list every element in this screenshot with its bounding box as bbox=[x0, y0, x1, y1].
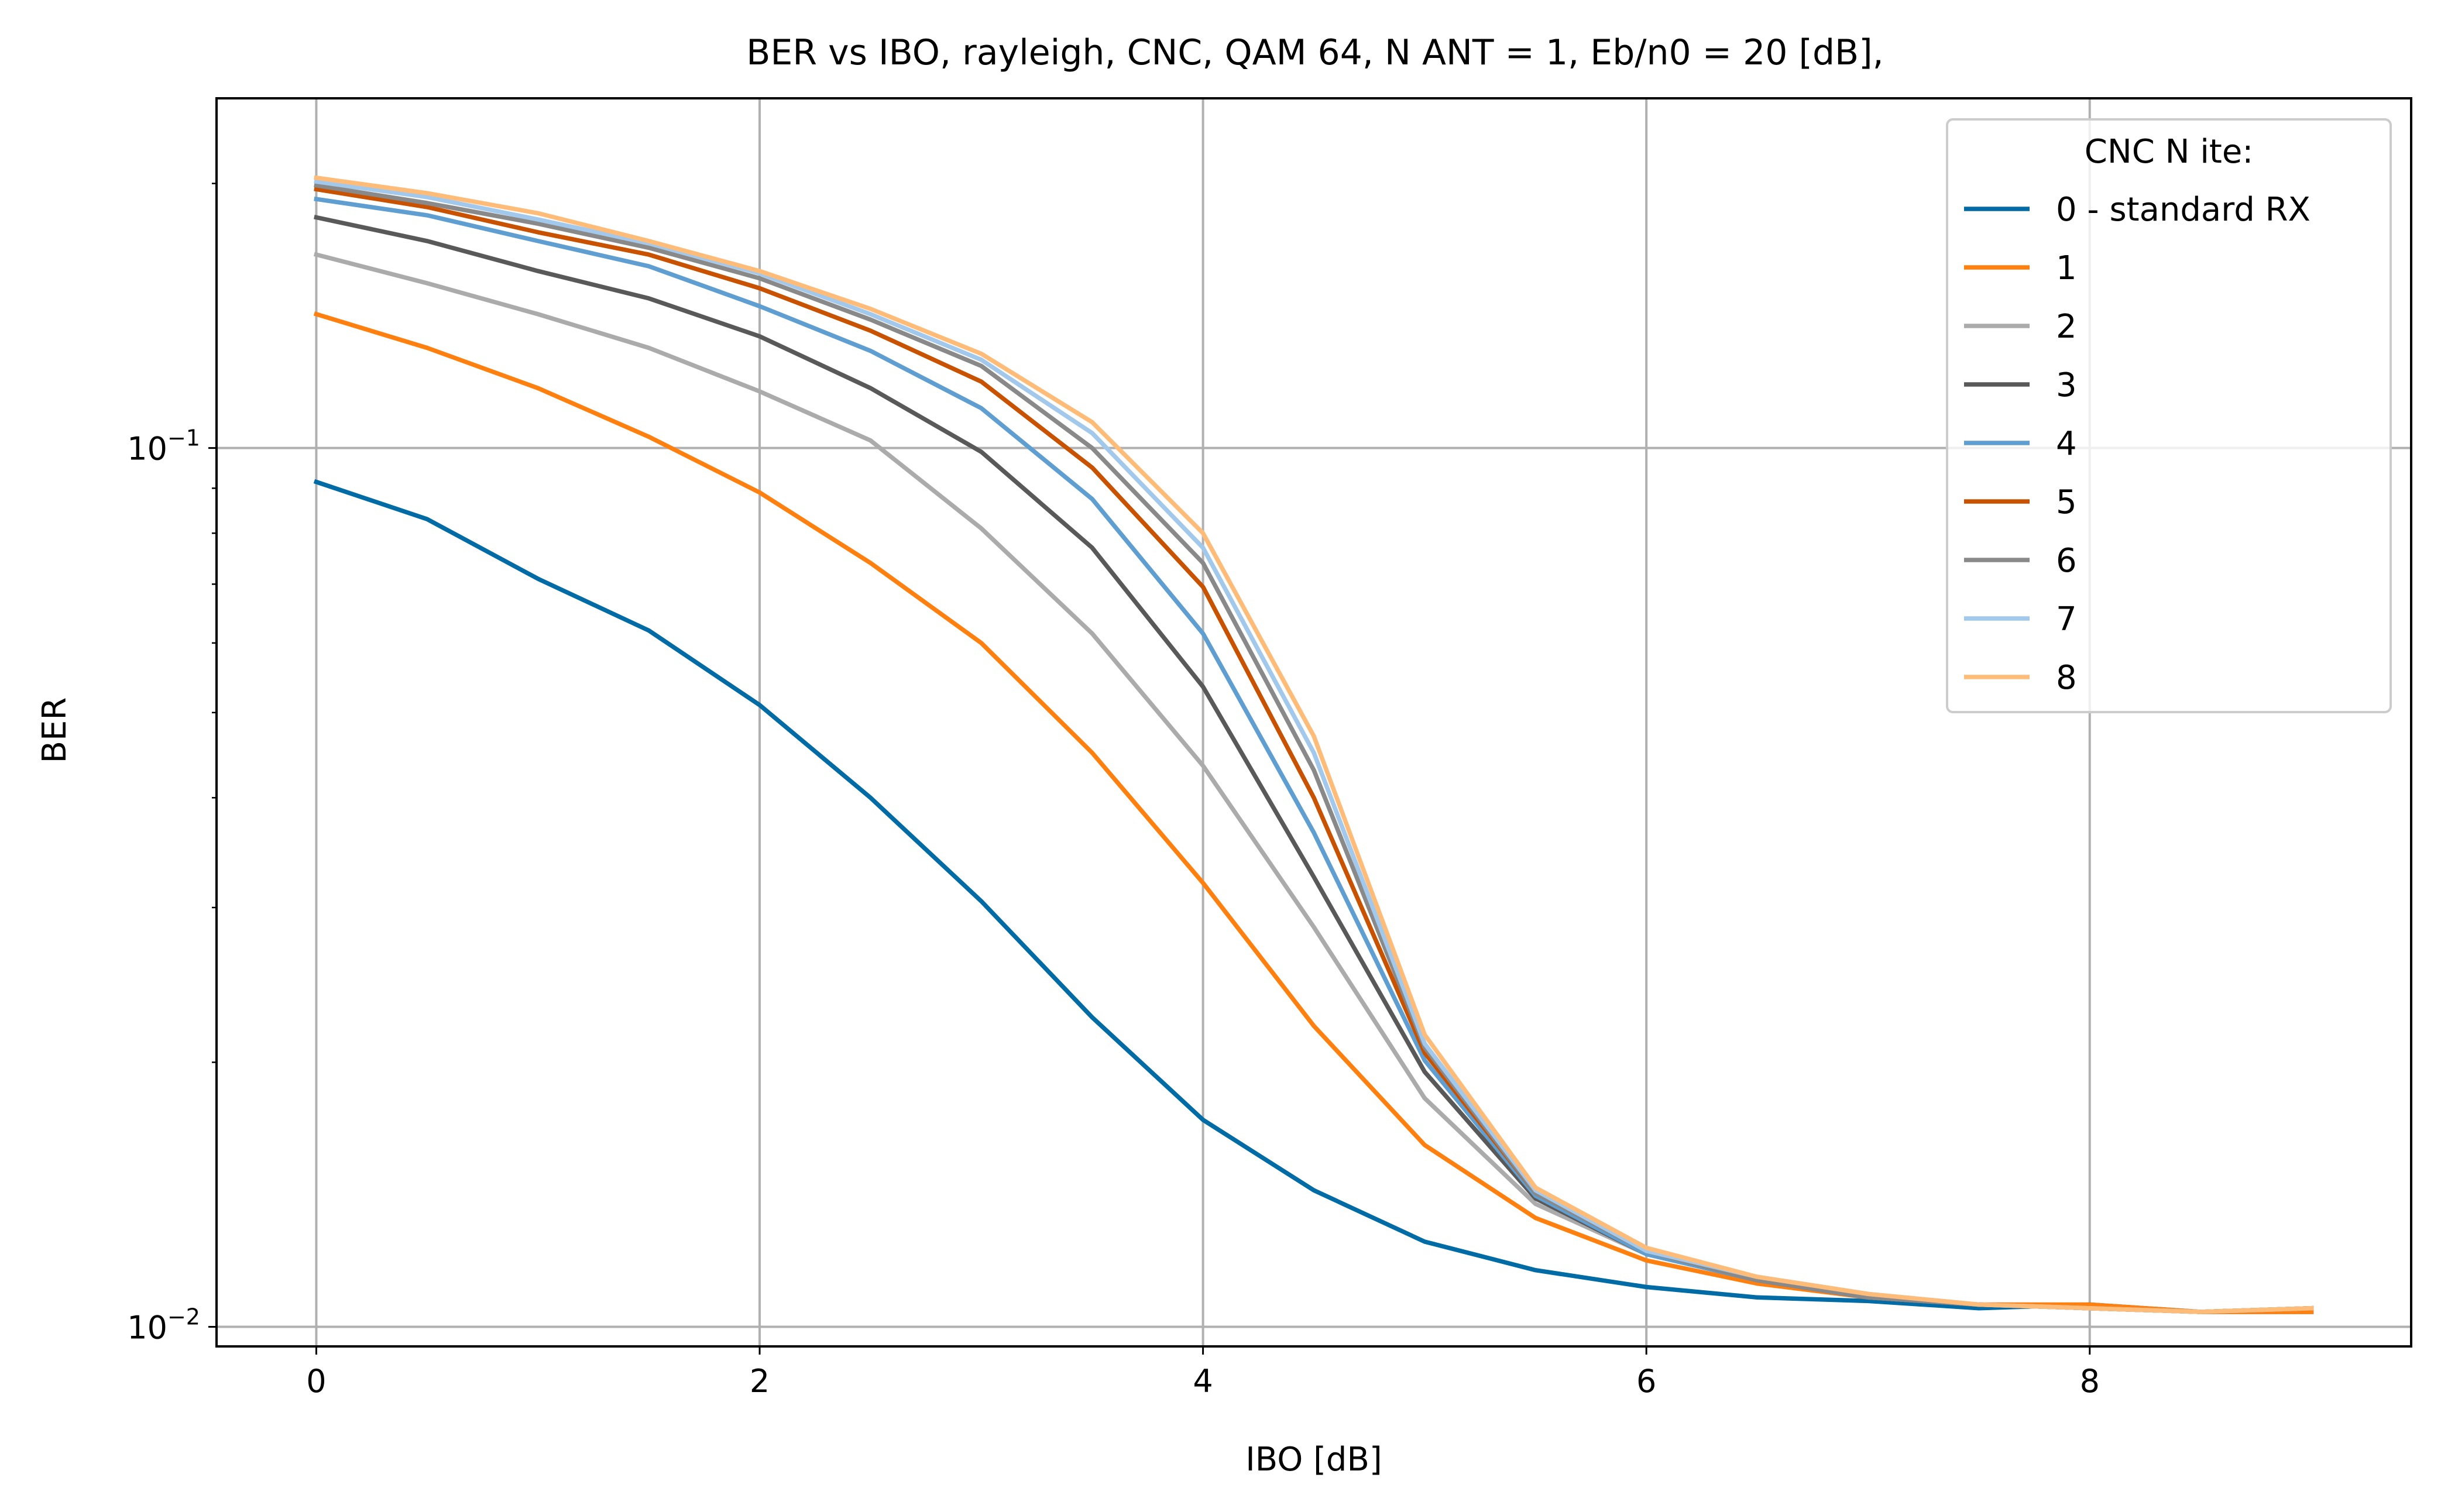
x-tick-label: 4 bbox=[1193, 1363, 1213, 1400]
legend-label-6: 6 bbox=[2056, 542, 2077, 580]
legend-label-1: 1 bbox=[2056, 249, 2077, 287]
series-lines bbox=[313, 175, 2314, 1314]
x-tick-label: 6 bbox=[1636, 1363, 1656, 1400]
axis-ticks: 0 2 4 6 8 10−1 10−2 bbox=[127, 183, 2100, 1400]
legend-box bbox=[1946, 118, 2392, 713]
legend-label-2: 2 bbox=[2056, 308, 2077, 346]
legend-title: CNC N ite: bbox=[2085, 133, 2253, 171]
series-line-8 bbox=[314, 175, 2314, 1314]
x-axis-label: IBO [dB] bbox=[1245, 1441, 1382, 1479]
y-tick-label: 10−1 bbox=[127, 425, 200, 468]
plot-frame bbox=[215, 97, 2412, 1348]
y-axis-label: BER bbox=[36, 697, 74, 764]
y-tick-label: 10−2 bbox=[127, 1304, 200, 1346]
x-tick-label: 0 bbox=[306, 1363, 326, 1400]
legend-label-5: 5 bbox=[2056, 483, 2077, 521]
legend-label-8: 8 bbox=[2056, 659, 2077, 697]
legend-entries: 0 - standard RX 1 2 3 4 5 6 7 8 bbox=[1964, 191, 2310, 697]
legend-label-3: 3 bbox=[2056, 366, 2077, 404]
x-tick-label: 8 bbox=[2080, 1363, 2100, 1400]
legend: CNC N ite: 0 - standard RX 1 2 3 4 5 6 7 8 bbox=[1946, 118, 2392, 713]
legend-label-0: 0 - standard RX bbox=[2056, 191, 2310, 229]
series-line-0 bbox=[313, 479, 2314, 1314]
legend-label-4: 4 bbox=[2056, 425, 2077, 463]
legend-label-7: 7 bbox=[2056, 600, 2077, 638]
chart-title: BER vs IBO, rayleigh, CNC, QAM 64, N ANT… bbox=[746, 32, 1883, 73]
x-tick-label: 2 bbox=[750, 1363, 770, 1400]
